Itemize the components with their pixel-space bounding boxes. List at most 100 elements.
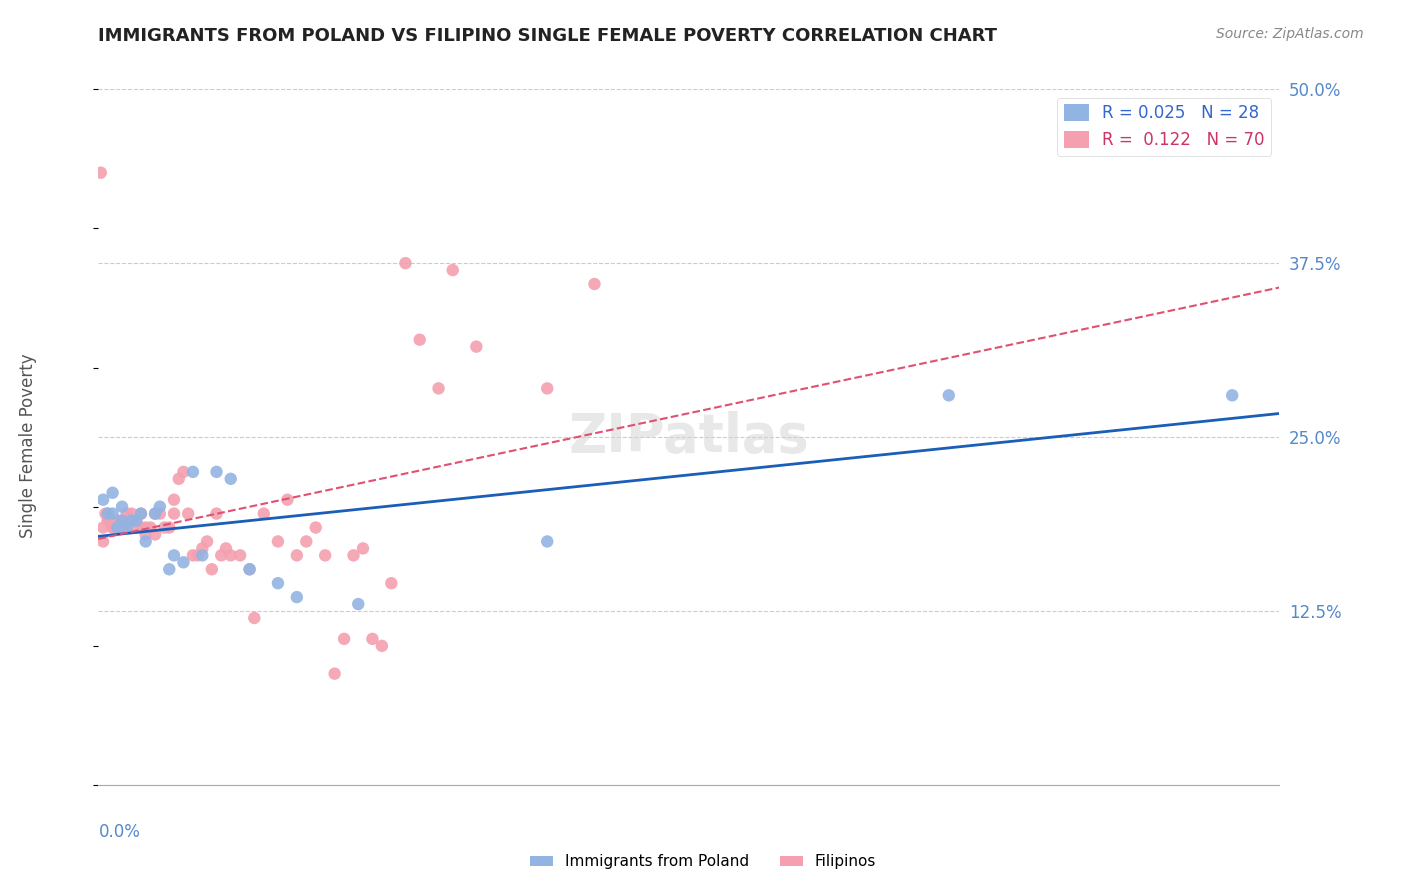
Point: [105, 520, 128, 534]
Point: [276, 492, 298, 507]
Point: [143, 527, 166, 541]
Point: [163, 549, 186, 563]
Point: [129, 507, 152, 521]
Point: [583, 277, 606, 291]
Point: [97, 507, 120, 521]
Point: [205, 507, 228, 521]
Point: [101, 485, 124, 500]
Point: [536, 381, 558, 395]
Point: [129, 520, 152, 534]
Point: [101, 514, 124, 528]
Point: [181, 549, 204, 563]
Point: [441, 263, 464, 277]
Point: [285, 549, 308, 563]
Point: [187, 549, 209, 563]
Legend: R = 0.025   N = 28, R =  0.122   N = 70: R = 0.025 N = 28, R = 0.122 N = 70: [1057, 97, 1271, 155]
Point: [361, 632, 384, 646]
Point: [215, 541, 238, 556]
Point: [97, 514, 120, 528]
Point: [163, 492, 186, 507]
Point: [347, 597, 370, 611]
Point: [115, 520, 138, 534]
Point: [938, 388, 960, 402]
Point: [91, 534, 114, 549]
Point: [465, 340, 488, 354]
Point: [135, 534, 157, 549]
Point: [105, 514, 128, 528]
Point: [167, 472, 190, 486]
Point: [195, 534, 218, 549]
Point: [243, 611, 266, 625]
Text: 0.0%: 0.0%: [98, 823, 141, 841]
Point: [342, 549, 364, 563]
Point: [157, 520, 180, 534]
Point: [143, 507, 166, 521]
Point: [115, 520, 138, 534]
Point: [305, 520, 328, 534]
Point: [90, 166, 112, 180]
Point: [219, 472, 242, 486]
Point: [111, 520, 134, 534]
Point: [111, 514, 134, 528]
Point: [201, 562, 224, 576]
Point: [101, 520, 124, 534]
Point: [177, 507, 200, 521]
Point: [101, 507, 124, 521]
Point: [105, 520, 128, 534]
Text: Source: ZipAtlas.com: Source: ZipAtlas.com: [1216, 27, 1364, 41]
Point: [125, 514, 148, 528]
Point: [205, 465, 228, 479]
Point: [121, 507, 143, 521]
Point: [163, 507, 186, 521]
Point: [105, 520, 128, 534]
Point: [91, 520, 114, 534]
Point: [239, 562, 262, 576]
Point: [111, 514, 134, 528]
Point: [172, 555, 194, 569]
Point: [536, 534, 558, 549]
Point: [111, 500, 134, 514]
Point: [153, 520, 176, 534]
Point: [157, 562, 180, 576]
Point: [253, 507, 276, 521]
Point: [143, 507, 166, 521]
Point: [97, 514, 120, 528]
Legend: Immigrants from Poland, Filipinos: Immigrants from Poland, Filipinos: [523, 848, 883, 875]
Point: [191, 549, 214, 563]
Point: [209, 549, 232, 563]
Text: IMMIGRANTS FROM POLAND VS FILIPINO SINGLE FEMALE POVERTY CORRELATION CHART: IMMIGRANTS FROM POLAND VS FILIPINO SINGL…: [98, 27, 997, 45]
Point: [267, 576, 290, 591]
Point: [239, 562, 262, 576]
Point: [371, 639, 394, 653]
Point: [408, 333, 430, 347]
Point: [427, 381, 450, 395]
Point: [219, 549, 242, 563]
Point: [135, 520, 157, 534]
Text: ZIPatlas: ZIPatlas: [568, 411, 810, 463]
Point: [172, 465, 194, 479]
Point: [314, 549, 336, 563]
Point: [267, 534, 290, 549]
Point: [285, 590, 308, 604]
Point: [139, 520, 162, 534]
Point: [191, 541, 214, 556]
Text: Single Female Poverty: Single Female Poverty: [20, 354, 37, 538]
Point: [149, 500, 172, 514]
Point: [333, 632, 356, 646]
Point: [94, 507, 117, 521]
Point: [121, 514, 143, 528]
Point: [125, 514, 148, 528]
Point: [380, 576, 402, 591]
Point: [125, 520, 148, 534]
Point: [101, 520, 124, 534]
Point: [149, 507, 172, 521]
Point: [352, 541, 374, 556]
Point: [181, 465, 204, 479]
Point: [115, 507, 138, 521]
Point: [295, 534, 318, 549]
Point: [111, 520, 134, 534]
Point: [1220, 388, 1243, 402]
Point: [323, 666, 346, 681]
Point: [394, 256, 416, 270]
Point: [121, 514, 143, 528]
